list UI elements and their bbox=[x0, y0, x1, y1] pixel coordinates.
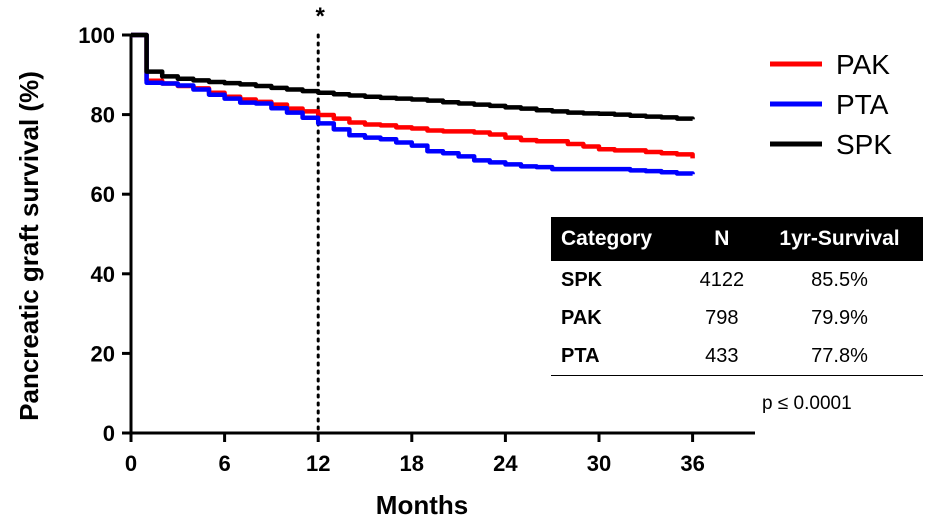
p-value: p ≤ 0.0001 bbox=[762, 393, 852, 414]
x-tick-label: 30 bbox=[587, 451, 611, 476]
reference-marker: * bbox=[316, 3, 326, 30]
axes: 0 20 40 60 80 100 0 6 12 18 24 30 36 bbox=[78, 23, 755, 476]
y-tick-label: 0 bbox=[103, 421, 115, 446]
y-tick-label: 40 bbox=[91, 262, 115, 287]
header-category: Category bbox=[551, 217, 688, 261]
series-lines bbox=[131, 32, 695, 176]
y-axis-title: Pancreatic graft survival (%) bbox=[14, 71, 44, 421]
legend-label-pak: PAK bbox=[836, 49, 890, 80]
x-axis-title: Months bbox=[376, 490, 468, 520]
header-n: N bbox=[687, 217, 757, 261]
y-tick-label: 80 bbox=[91, 103, 115, 128]
x-tick-label: 36 bbox=[680, 451, 704, 476]
cell-category: PAK bbox=[561, 306, 602, 329]
cell-category: SPK bbox=[561, 268, 603, 291]
legend-label-spk: SPK bbox=[836, 129, 892, 160]
series-line-spk bbox=[131, 32, 695, 121]
cell-n: 4122 bbox=[699, 268, 745, 291]
x-tick-label: 18 bbox=[400, 451, 424, 476]
table-header-row: Category N 1yr-Survival bbox=[551, 217, 923, 261]
survival-summary-table: Category N 1yr-Survival SPK 4122 85.5% P… bbox=[551, 217, 923, 376]
x-tick-label: 12 bbox=[306, 451, 330, 476]
y-tick-label: 20 bbox=[91, 341, 115, 366]
cell-category: PTA bbox=[551, 337, 688, 376]
legend: PAK PTA SPK bbox=[770, 49, 892, 160]
series-line-pta bbox=[131, 32, 695, 176]
legend-label-pta: PTA bbox=[836, 89, 889, 120]
cell-n: 433 bbox=[687, 337, 757, 376]
x-tick-label: 6 bbox=[218, 451, 230, 476]
table-row: PTA 433 77.8% bbox=[551, 337, 923, 376]
table-row: SPK 4122 85.5% bbox=[551, 261, 923, 299]
cell-n: 798 bbox=[705, 306, 739, 329]
header-1yr-survival: 1yr-Survival bbox=[756, 217, 923, 261]
cell-survival: 77.8% bbox=[756, 337, 923, 376]
cell-survival: 79.9% bbox=[811, 306, 868, 329]
y-tick-label: 60 bbox=[91, 182, 115, 207]
x-tick-label: 24 bbox=[493, 451, 518, 476]
cell-survival: 85.5% bbox=[811, 268, 868, 291]
x-tick-label: 0 bbox=[125, 451, 137, 476]
y-tick-label: 100 bbox=[78, 23, 115, 48]
table-row: PAK 798 79.9% bbox=[551, 299, 923, 337]
reference-line-group: * bbox=[316, 3, 326, 435]
